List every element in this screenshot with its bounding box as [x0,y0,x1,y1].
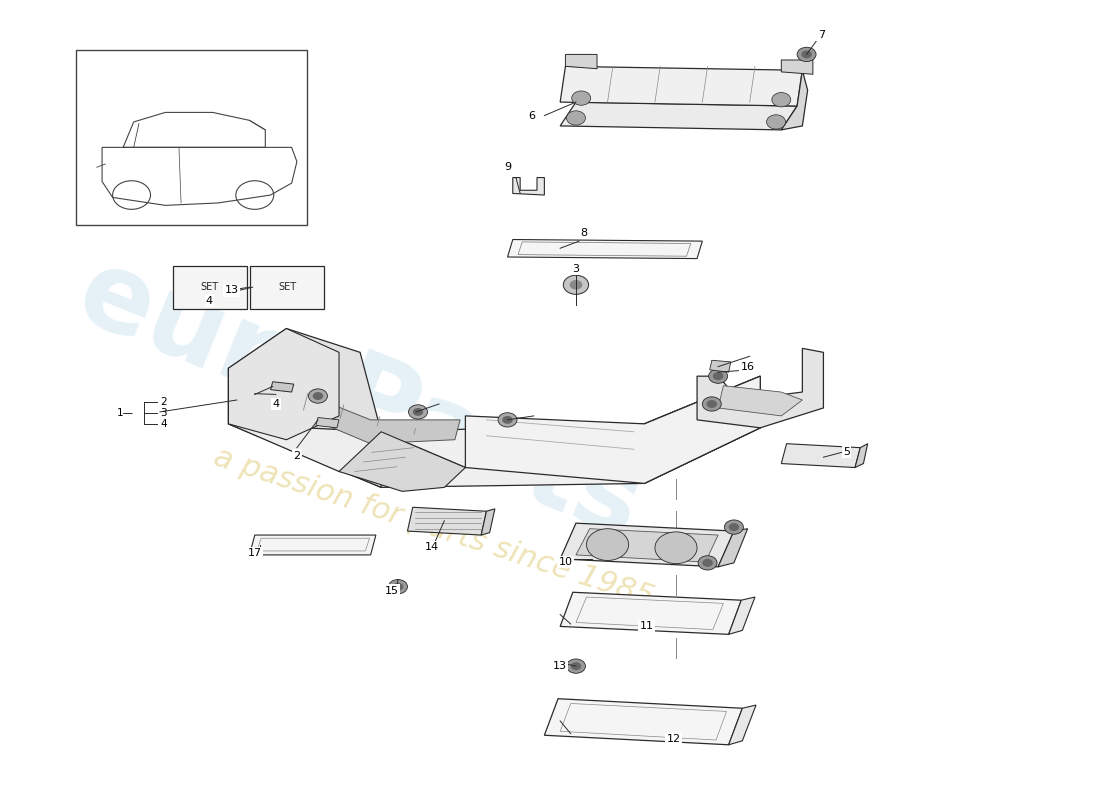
Polygon shape [710,360,730,372]
Text: a passion for parts since 1985: a passion for parts since 1985 [210,442,658,612]
Text: 6: 6 [528,110,536,121]
Text: 5: 5 [843,446,850,457]
Polygon shape [339,432,465,491]
Polygon shape [697,348,824,428]
Circle shape [728,523,739,531]
Polygon shape [855,444,868,467]
Text: 7: 7 [817,30,825,39]
Polygon shape [276,384,460,444]
Circle shape [498,413,517,427]
Text: 3: 3 [160,408,166,418]
Text: 14: 14 [425,542,439,552]
Polygon shape [728,597,755,634]
Text: 13: 13 [553,661,568,671]
Polygon shape [781,70,807,130]
FancyBboxPatch shape [250,266,324,309]
Circle shape [566,111,585,125]
Text: 2: 2 [160,397,166,406]
Polygon shape [250,535,376,555]
Circle shape [801,50,812,58]
Circle shape [702,559,713,567]
Text: 1—: 1— [117,408,134,418]
Polygon shape [781,60,813,74]
Text: SET: SET [200,282,219,292]
Polygon shape [316,418,339,428]
Polygon shape [465,376,760,483]
Polygon shape [513,178,544,195]
Circle shape [725,520,744,534]
Circle shape [767,114,785,129]
Polygon shape [229,424,465,471]
Polygon shape [645,376,760,483]
Circle shape [503,416,513,424]
Polygon shape [718,386,802,416]
Text: 4: 4 [273,399,279,409]
Polygon shape [728,705,756,745]
Text: 15: 15 [385,586,398,596]
Circle shape [412,408,424,416]
Polygon shape [718,529,748,567]
Polygon shape [565,54,597,69]
Circle shape [654,532,697,564]
Circle shape [798,47,816,62]
Circle shape [702,397,722,411]
Polygon shape [407,507,486,535]
Circle shape [698,556,717,570]
Circle shape [393,582,404,590]
Circle shape [308,389,328,403]
Text: 2: 2 [294,450,300,461]
Polygon shape [544,698,742,745]
Text: 11: 11 [639,622,653,631]
Polygon shape [229,329,381,487]
Circle shape [388,579,407,594]
Text: 10: 10 [559,557,572,567]
Circle shape [713,372,724,380]
FancyBboxPatch shape [173,266,248,309]
Circle shape [566,659,585,674]
Circle shape [312,392,323,400]
Text: 3: 3 [572,264,580,274]
Polygon shape [229,329,339,440]
Circle shape [571,662,581,670]
Text: 13: 13 [224,286,239,295]
Circle shape [572,91,591,106]
Text: 9: 9 [504,162,512,172]
Polygon shape [229,368,760,487]
Text: 12: 12 [667,734,681,744]
Text: 17: 17 [248,548,262,558]
Text: SET: SET [278,282,297,292]
Text: 8: 8 [580,228,587,238]
Polygon shape [560,102,798,130]
Circle shape [563,275,589,294]
Text: 4: 4 [206,296,213,306]
Polygon shape [271,382,294,392]
Text: 4: 4 [160,419,166,429]
Circle shape [570,280,582,290]
Circle shape [408,405,428,419]
Polygon shape [781,444,860,467]
Circle shape [708,369,727,383]
Circle shape [772,93,791,107]
Text: euroParts: euroParts [63,239,657,561]
Polygon shape [481,509,495,535]
Polygon shape [560,592,741,634]
Bar [76,50,307,226]
Polygon shape [560,523,734,567]
Text: 16: 16 [740,362,755,372]
Circle shape [706,400,717,408]
Polygon shape [507,239,702,258]
Polygon shape [560,66,802,106]
Circle shape [586,529,628,561]
Polygon shape [576,529,718,562]
